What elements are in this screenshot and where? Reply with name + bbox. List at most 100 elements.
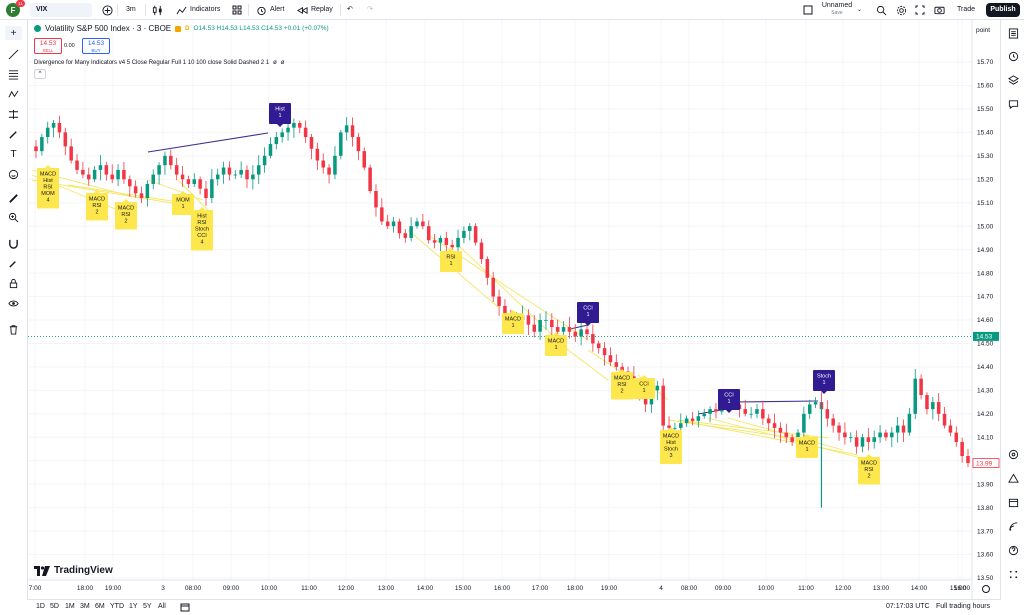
utc-clock[interactable]: 07:17:03 UTC [886, 603, 930, 610]
redo-button[interactable]: ↷ [367, 3, 373, 17]
settings-icon[interactable]: ø [280, 60, 285, 66]
price-axis[interactable]: point 15.70 15.60 15.50 15.40 15.30 15.20 15.10… [971, 20, 1000, 599]
snapshot-button[interactable] [934, 3, 945, 17]
price-axis-unit: point [976, 27, 990, 34]
user-avatar[interactable]: F [6, 3, 20, 17]
lock-drawings-tool[interactable] [5, 276, 22, 290]
range-3m[interactable]: 3M [80, 603, 90, 610]
more-button[interactable] [1006, 567, 1020, 581]
range-5y[interactable]: 5Y [143, 603, 152, 610]
range-5d[interactable]: 5D [50, 603, 59, 610]
alerts-panel-button[interactable] [1006, 49, 1020, 63]
brush-tool[interactable] [5, 127, 22, 141]
layers-button[interactable] [1006, 73, 1020, 87]
session-selector[interactable]: Full trading hours [936, 603, 991, 610]
candle [802, 406, 806, 443]
time-tick-label: 10:00 [758, 585, 775, 592]
help-button[interactable] [1006, 543, 1020, 557]
candle [901, 419, 906, 443]
range-ytd[interactable]: YTD [110, 603, 124, 610]
publish-button[interactable]: Publish [986, 3, 1020, 17]
indicators-button[interactable]: Indicators [176, 3, 220, 17]
target-button[interactable] [1006, 447, 1020, 461]
candle [591, 324, 595, 352]
chat-button[interactable] [1006, 97, 1020, 111]
separator [117, 4, 118, 16]
legend-title[interactable]: Volatility S&P 500 Index · 3 · CBOE [45, 24, 172, 33]
candle [890, 427, 894, 448]
templates-button[interactable] [232, 3, 242, 17]
chart-type-button[interactable] [152, 3, 163, 17]
quick-search-button[interactable] [876, 3, 887, 17]
divergence-label-text: 1 [181, 204, 184, 210]
layout-toggle-button[interactable] [803, 3, 813, 17]
indicator-legend[interactable]: Divergence for Many Indicators v4 5 Clos… [34, 60, 284, 66]
alert-button[interactable]: Alert [256, 3, 284, 17]
ideas-button[interactable] [1006, 471, 1020, 485]
sell-button[interactable]: 14.53 SELL [34, 38, 62, 54]
go-to-date-button[interactable] [180, 602, 190, 614]
layout-dropdown-button[interactable]: ⌄ [857, 3, 862, 17]
measure-tool[interactable] [5, 191, 22, 205]
fullscreen-button[interactable] [915, 3, 925, 17]
compare-symbol-button[interactable] [102, 3, 113, 17]
trade-button[interactable]: Trade [957, 3, 975, 17]
zoom-tool[interactable] [5, 210, 22, 224]
hide-drawings-tool[interactable] [5, 296, 22, 310]
trend-line-icon [8, 49, 19, 59]
text-tool[interactable]: T [5, 147, 22, 161]
range-1y[interactable]: 1Y [129, 603, 138, 610]
eye-icon[interactable]: ø [273, 60, 277, 66]
trend-line-tool[interactable] [5, 47, 22, 61]
remove-drawings-tool[interactable] [5, 322, 22, 336]
icons-tool[interactable] [5, 167, 22, 181]
magnet-tool[interactable] [5, 236, 22, 250]
settings-button[interactable] [896, 3, 907, 17]
collapse-legend-button[interactable]: ^ [34, 69, 46, 79]
replay-button[interactable]: Replay [297, 3, 333, 17]
undo-button[interactable]: ↶ [347, 3, 353, 17]
range-1d[interactable]: 1D [36, 603, 45, 610]
bull-divergence-line [457, 244, 569, 351]
range-1m[interactable]: 1M [65, 603, 75, 610]
symbol-search-input[interactable]: VIX [30, 3, 92, 17]
candle [374, 184, 378, 217]
divergence-label-text: MACD [799, 441, 815, 447]
watchlist-button[interactable] [1006, 26, 1020, 40]
streams-button[interactable] [1006, 519, 1020, 533]
calendar-button[interactable] [1006, 495, 1020, 509]
time-tick-label: 13:00 [873, 585, 890, 592]
tradingview-logo[interactable]: TradingView [34, 565, 113, 576]
fib-tool[interactable] [5, 67, 22, 81]
stay-in-drawing-tool[interactable] [5, 256, 22, 270]
time-axis[interactable]: 7:00 18:00 19:00 3 08:00 09:00 10:00 11:00 12:00… [28, 579, 990, 593]
range-all[interactable]: All [158, 603, 166, 610]
interval-button[interactable]: 3m [126, 3, 136, 17]
buy-button[interactable]: 14.53 BUY [82, 38, 110, 54]
crosshair-tool[interactable]: + [5, 26, 22, 40]
layout-name-button[interactable]: Unnamed Save [818, 2, 856, 16]
patterns-tool[interactable] [5, 87, 22, 101]
range-6m[interactable]: 6M [95, 603, 105, 610]
layout-status: Save [831, 10, 843, 16]
axis-settings-icon[interactable] [982, 585, 990, 593]
forecast-tool[interactable] [5, 107, 22, 121]
